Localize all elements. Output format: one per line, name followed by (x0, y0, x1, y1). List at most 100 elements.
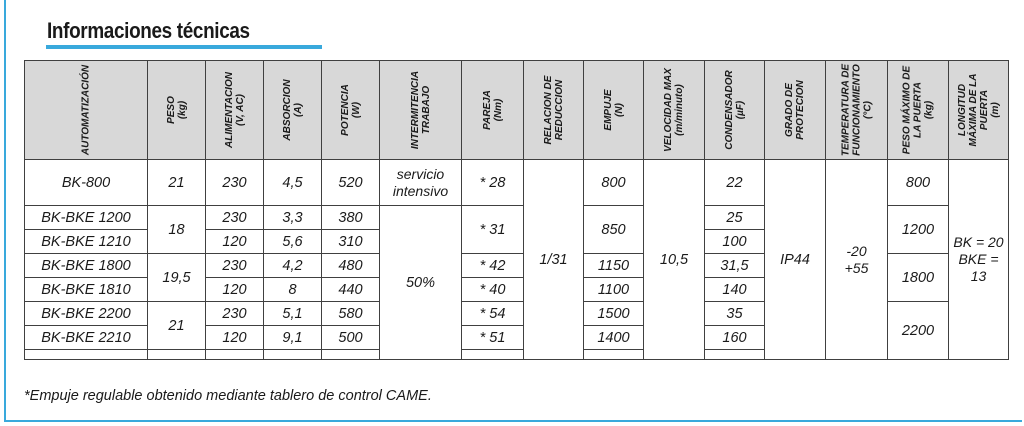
pareja-cell: * 31 (461, 205, 524, 254)
header-unit: (µF) (734, 100, 746, 120)
header-unit: (kg) (923, 100, 935, 120)
header-unit: (W) (350, 101, 362, 119)
empty-cell (205, 349, 264, 360)
header-unit: (m) (989, 102, 1001, 118)
header-unit: (N) (613, 103, 625, 117)
temperatura-cell: -20 +55 (825, 159, 888, 360)
pareja-cell: * 40 (461, 277, 524, 302)
header-label: VELOCIDAD MAX (663, 68, 674, 152)
potencia-cell: 580 (321, 301, 380, 326)
proteccion-cell: IP44 (764, 159, 826, 360)
header-longitud-maxima: LONGITUD MÁXIMA DE LA PUERTA (m) (948, 60, 1009, 160)
header-label: GRADO DE PROTECION (784, 80, 806, 140)
table-row (24, 349, 1009, 360)
header-temperatura: TEMPERATURA DE FUNCIONAMIENTO (°C) (825, 60, 888, 160)
table-header-row: AUTOMATIZACIÓN PESO (kg) ALIMENTACION (V, … (24, 60, 1009, 160)
empuje-cell: 850 (583, 205, 644, 254)
footnote: *Empuje regulable obtenido mediante tabl… (24, 388, 432, 404)
table-row: BK-BKE 1200 18 230 3,3 380 50% * 31 850 … (24, 205, 1009, 360)
empty-cell (24, 349, 148, 360)
condensador-cell: 35 (704, 301, 765, 326)
condensador-cell: 160 (704, 325, 765, 350)
empty-cell (263, 349, 322, 360)
model-cell: BK-BKE 1200 (24, 205, 148, 230)
peso-cell: 21 (147, 159, 206, 206)
empuje-cell: 1400 (583, 325, 644, 350)
model-cell: BK-BKE 2200 (24, 301, 148, 326)
empuje-cell: 1500 (583, 301, 644, 326)
pareja-cell: * 54 (461, 301, 524, 326)
potencia-cell: 440 (321, 277, 380, 302)
model-cell: BK-800 (24, 159, 148, 206)
table-row: BK-BKE 1810 120 8 440 * 40 1100 140 (24, 277, 1009, 302)
empuje-cell: 800 (583, 159, 644, 206)
header-label: PESO MÁXIMO DE LA PUERTA (901, 65, 924, 155)
peso-maximo-cell: 1800 (887, 253, 949, 302)
condensador-cell: 100 (704, 229, 765, 254)
empuje-cell: 1100 (583, 277, 644, 302)
condensador-cell: 25 (704, 205, 765, 230)
peso-maximo-cell: 2200 (887, 301, 949, 360)
longitud-maxima-cell: BK = 20 BKE = 13 (948, 159, 1009, 360)
header-label: ALIMENTACION (223, 72, 235, 148)
longitud-bke: BKE = 13 (958, 251, 999, 284)
header-empuje: EMPUJE (N) (583, 60, 644, 160)
header-pareja: PAREJA (Nm) (461, 60, 524, 160)
header-proteccion: GRADO DE PROTECION (764, 60, 826, 160)
peso-cell: 18 (147, 205, 206, 254)
intermitencia-cell: servicio intensivo (379, 159, 462, 206)
absorcion-cell: 8 (263, 277, 322, 302)
absorcion-cell: 9,1 (263, 325, 322, 350)
condensador-cell: 140 (704, 277, 765, 302)
header-unit: (Nm) (492, 98, 504, 122)
model-cell: BK-BKE 1810 (24, 277, 148, 302)
model-cell: BK-BKE 1800 (24, 253, 148, 278)
potencia-cell: 310 (321, 229, 380, 254)
header-relacion: RELACION DE REDUCCION (523, 60, 584, 160)
pareja-cell: * 28 (461, 159, 524, 206)
header-label: EMPUJE (602, 89, 614, 131)
header-intermitencia: INTERMITENCIA TRABAJO (379, 60, 462, 160)
header-label: INTERMITENCIA TRABAJO (409, 70, 432, 150)
absorcion-cell: 4,2 (263, 253, 322, 278)
technical-data-table: AUTOMATIZACIÓN PESO (kg) ALIMENTACION (V, … (24, 60, 1009, 360)
alimentacion-cell: 230 (205, 301, 264, 326)
absorcion-cell: 5,6 (263, 229, 322, 254)
table-row: BK-BKE 2210 120 9,1 500 * 51 1400 160 (24, 325, 1009, 350)
absorcion-cell: 4,5 (263, 159, 322, 206)
potencia-cell: 480 (321, 253, 380, 278)
header-label: POTENCIA (339, 84, 351, 136)
frame-left-line (4, 0, 6, 422)
model-cell: BK-BKE 1210 (24, 229, 148, 254)
absorcion-cell: 5,1 (263, 301, 322, 326)
header-label: AUTOMATIZACIÓN (80, 64, 92, 156)
header-label: RELACION DE REDUCCION (542, 75, 565, 145)
peso-cell: 21 (147, 301, 206, 350)
section-title: Informaciones técnicas (47, 18, 250, 43)
header-unit: (A) (292, 103, 304, 117)
temp-min: -20 (846, 242, 867, 259)
intermitencia-cell: 50% (379, 205, 462, 360)
header-absorcion: ABSORCION (A) (263, 60, 322, 160)
peso-maximo-cell: 1200 (887, 205, 949, 254)
model-cell: BK-BKE 2210 (24, 325, 148, 350)
header-peso: PESO (kg) (147, 60, 206, 160)
potencia-cell: 380 (321, 205, 380, 230)
header-unit: (°C) (862, 101, 873, 119)
frame-bottom-line (4, 420, 1022, 422)
alimentacion-cell: 230 (205, 253, 264, 278)
header-unit: (m/minuto) (674, 84, 685, 136)
alimentacion-cell: 230 (205, 205, 264, 230)
header-velocidad: VELOCIDAD MAX (m/minuto) (643, 60, 705, 160)
velocidad-cell: 10,5 (643, 159, 705, 360)
table-row: BK-BKE 1800 19,5 230 4,2 480 * 42 1150 3… (24, 253, 1009, 302)
temp-max: +55 (844, 259, 869, 276)
header-label: LONGITUD MÁXIMA DE LA PUERTA (956, 73, 990, 147)
header-label: PESO (165, 96, 177, 124)
header-automatizacion: AUTOMATIZACIÓN (24, 60, 148, 160)
condensador-cell: 31,5 (704, 253, 765, 278)
peso-cell: 19,5 (147, 253, 206, 302)
table-row: BK-800 21 230 4,5 520 servicio intensivo… (24, 159, 1009, 360)
title-underline (46, 45, 322, 49)
potencia-cell: 500 (321, 325, 380, 350)
